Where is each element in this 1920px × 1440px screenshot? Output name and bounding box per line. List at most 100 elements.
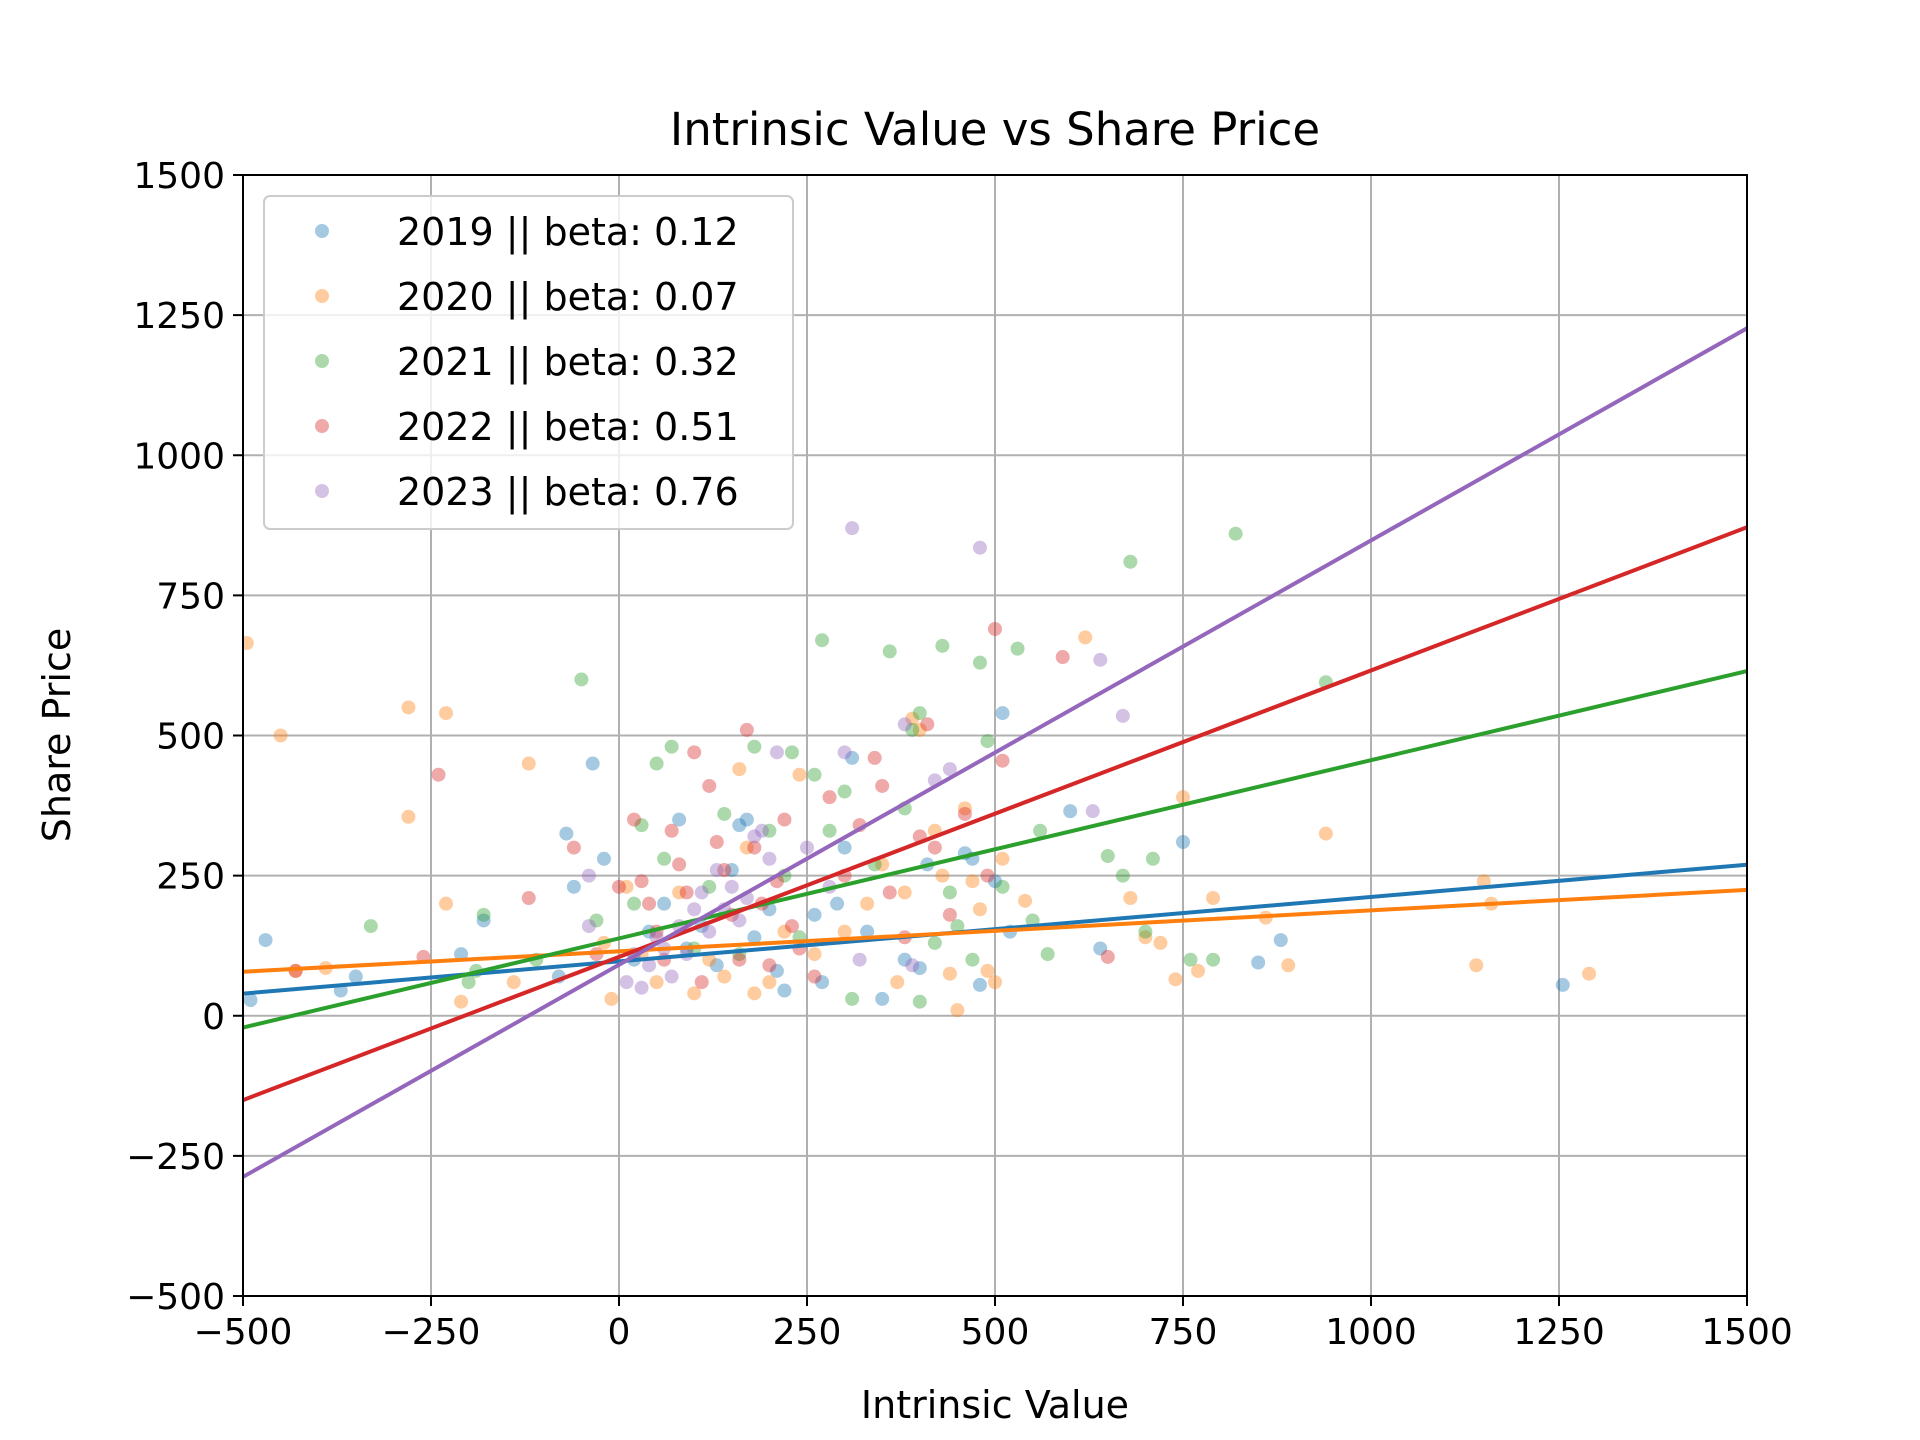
point-4-26: [845, 521, 860, 536]
point-4-34: [1093, 652, 1108, 667]
regression-line-3: [243, 525, 1747, 1102]
legend-marker-1: [315, 289, 329, 303]
x-tick-label-0: −500: [194, 1312, 293, 1353]
chart-title: Intrinsic Value vs Share Price: [670, 103, 1320, 156]
point-2-27: [882, 644, 897, 659]
point-4-11: [687, 902, 702, 917]
point-0-20: [739, 812, 754, 827]
point-0-24: [777, 983, 792, 998]
point-2-37: [972, 655, 987, 670]
point-2-6: [589, 913, 604, 928]
point-3-16: [694, 975, 709, 990]
legend-label-2: 2021 || beta: 0.32: [397, 340, 739, 385]
point-4-1: [581, 868, 596, 883]
point-2-16: [747, 739, 762, 754]
point-1-31: [897, 885, 912, 900]
point-2-39: [995, 879, 1010, 894]
point-1-41: [980, 963, 995, 978]
x-tick-label-1: −250: [382, 1312, 481, 1353]
point-1-0: [243, 636, 254, 651]
point-4-16: [724, 879, 739, 894]
point-2-35: [950, 919, 965, 934]
legend: 2019 || beta: 0.12 2020 || beta: 0.07 2021…: [263, 195, 794, 530]
point-3-43: [980, 868, 995, 883]
point-3-28: [784, 919, 799, 934]
point-4-14: [709, 863, 724, 878]
point-1-43: [995, 851, 1010, 866]
point-0-7: [559, 826, 574, 841]
point-1-54: [1281, 958, 1296, 973]
point-0-30: [860, 924, 875, 939]
point-2-22: [815, 633, 830, 648]
point-1-23: [762, 975, 777, 990]
point-1-8: [454, 994, 469, 1009]
point-1-30: [890, 975, 905, 990]
point-0-14: [672, 812, 687, 827]
point-0-38: [988, 874, 1002, 889]
point-1-7: [439, 896, 454, 911]
point-2-49: [1183, 952, 1198, 967]
legend-label-0: 2019 || beta: 0.12: [397, 210, 739, 255]
point-1-33: [912, 722, 927, 737]
point-4-35: [1115, 708, 1130, 723]
point-3-36: [882, 885, 897, 900]
point-4-27: [852, 952, 867, 967]
point-4-31: [942, 762, 957, 777]
point-0-42: [1093, 941, 1108, 956]
point-0-37: [972, 977, 987, 992]
point-3-27: [777, 812, 792, 827]
point-3-45: [995, 753, 1010, 768]
x-tick-label-7: 1250: [1513, 1312, 1605, 1353]
point-2-48: [1145, 851, 1160, 866]
point-1-6: [439, 706, 454, 721]
point-2-29: [905, 722, 920, 737]
point-3-4: [566, 840, 581, 855]
point-2-11: [664, 739, 679, 754]
point-1-49: [1168, 972, 1183, 987]
point-4-29: [905, 958, 920, 973]
x-tick-label-5: 750: [1149, 1312, 1218, 1353]
point-3-40: [927, 840, 942, 855]
point-1-40: [972, 902, 987, 917]
point-4-13: [702, 924, 717, 939]
point-1-52: [1206, 891, 1221, 906]
x-tick-label-3: 250: [773, 1312, 842, 1353]
point-2-17: [762, 823, 777, 838]
legend-marker-3: [315, 419, 329, 433]
point-0-1: [258, 933, 273, 948]
y-axis-ticks: −500 −250 0 250 500 750 1000 1250 1500: [126, 156, 243, 1318]
x-tick-label-6: 1000: [1325, 1312, 1417, 1353]
point-4-25: [837, 745, 852, 760]
point-0-13: [657, 896, 672, 911]
point-3-22: [739, 722, 754, 737]
regression-line-4: [243, 326, 1747, 1179]
point-1-45: [1078, 630, 1093, 645]
point-2-24: [837, 784, 852, 799]
point-3-12: [664, 823, 679, 838]
y-axis-label: Share Price: [35, 628, 79, 842]
point-0-27: [830, 896, 845, 911]
point-2-5: [574, 672, 589, 687]
point-1-35: [935, 868, 950, 883]
point-2-42: [1033, 823, 1048, 838]
legend-marker-4: [315, 484, 329, 498]
point-0-21: [747, 930, 762, 945]
y-tick-label-5: 750: [156, 576, 225, 617]
point-1-20: [732, 762, 747, 777]
point-2-14: [717, 806, 732, 821]
point-0-46: [1555, 977, 1570, 992]
point-1-25: [792, 767, 807, 782]
point-3-46: [1055, 650, 1070, 665]
point-2-34: [942, 885, 957, 900]
point-1-10: [506, 975, 521, 990]
point-2-36: [965, 952, 980, 967]
point-3-25: [762, 958, 777, 973]
point-0-28: [837, 840, 852, 855]
point-2-0: [363, 919, 378, 934]
point-2-23: [822, 823, 837, 838]
point-3-7: [627, 812, 642, 827]
x-tick-label-4: 500: [961, 1312, 1030, 1353]
point-1-57: [1476, 874, 1491, 889]
point-1-44: [1018, 893, 1033, 908]
point-3-21: [732, 952, 747, 967]
